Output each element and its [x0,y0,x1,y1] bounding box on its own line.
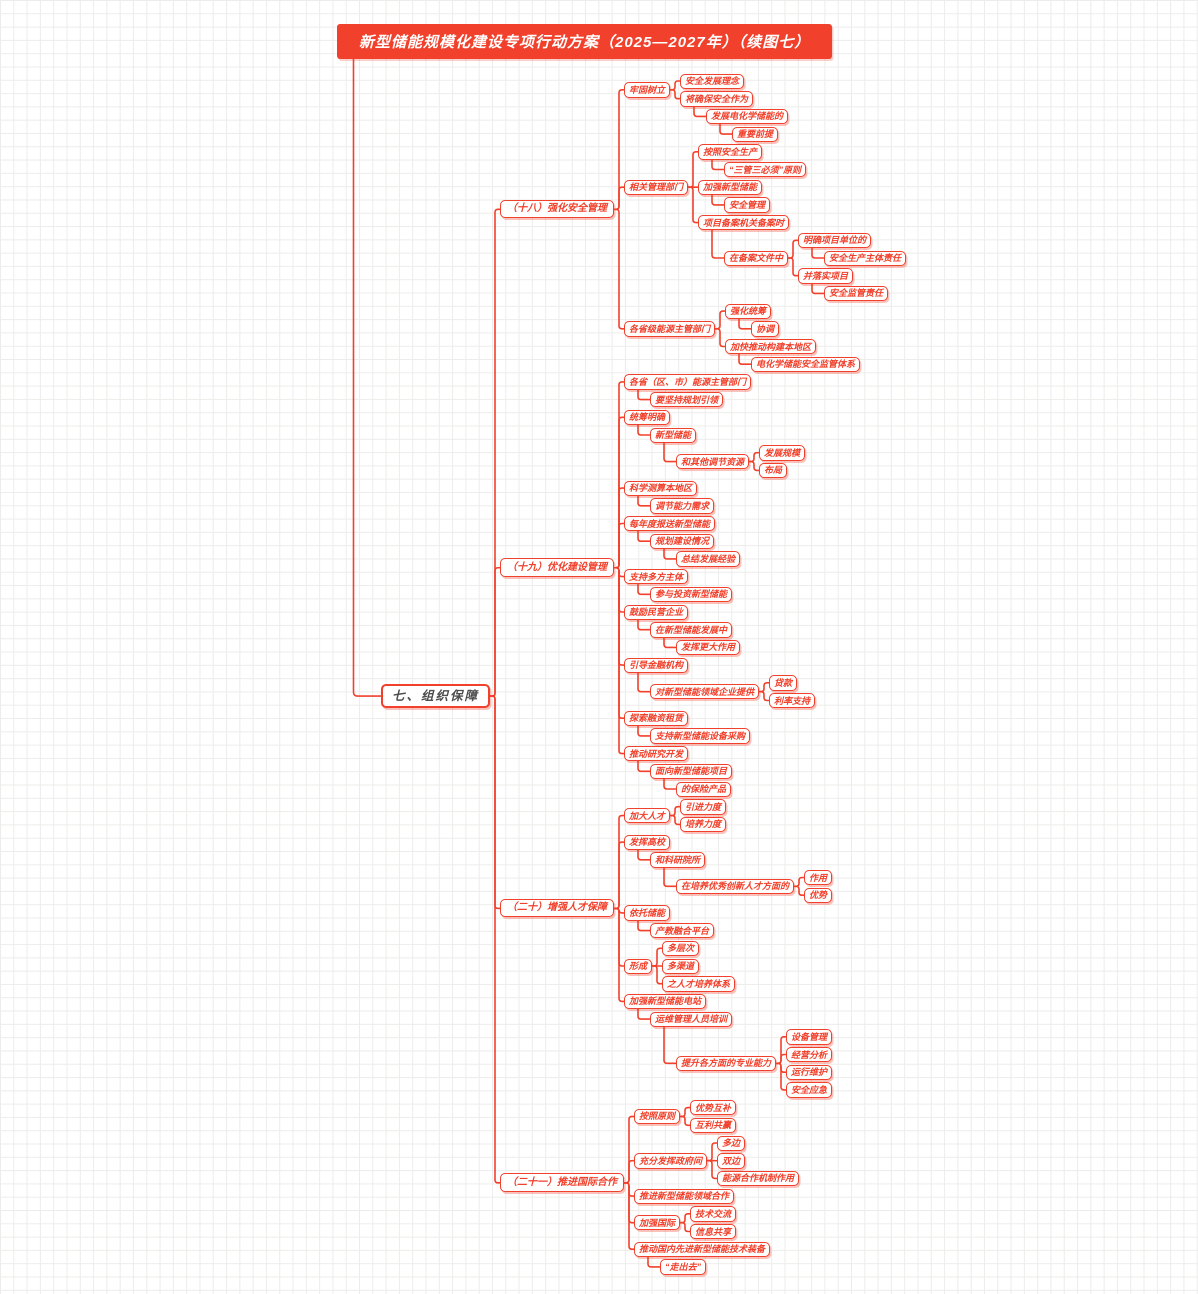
mindmap-branch-node[interactable]: （二十）增强人才保障 [500,898,614,918]
mindmap-node[interactable]: 支持新型储能设备采购 [650,728,751,744]
mindmap-node[interactable]: 经营分析 [786,1047,833,1063]
mindmap-node[interactable]: 发展电化学储能的 [706,108,789,125]
mindmap-node[interactable]: 安全应急 [786,1082,833,1098]
mindmap-node[interactable]: 作用 [804,870,833,886]
mindmap-node[interactable]: 形成 [624,958,653,974]
mindmap-node[interactable]: 依托储能 [624,905,671,921]
mindmap-node[interactable]: 产教融合平台 [650,923,715,939]
mindmap-node[interactable]: 推进新型储能领域合作 [634,1188,735,1204]
mindmap-branch-node[interactable]: （十八）强化安全管理 [500,199,614,219]
mindmap-node[interactable]: 引导金融机构 [624,657,689,673]
mindmap-node[interactable]: 多层次 [662,940,700,957]
mindmap-node[interactable]: 设备管理 [786,1029,833,1045]
mindmap-node[interactable]: 发展规模 [759,445,806,461]
mindmap-node[interactable]: 重要前提 [732,126,779,142]
mindmap-node[interactable]: 加强国际 [634,1215,681,1231]
mindmap-node[interactable]: 利率支持 [769,693,816,709]
mindmap-node[interactable]: 和科研院所 [650,852,706,868]
mindmap-node[interactable]: 相关管理部门 [624,179,689,196]
mindmap-node[interactable]: 引进力度 [680,799,727,815]
mindmap-node[interactable]: 调节能力需求 [650,498,715,514]
mindmap-node[interactable]: 新型储能 [650,427,697,443]
mindmap-node[interactable]: 运维管理人员培训 [650,1011,733,1027]
mindmap-node[interactable]: 探索融资租赁 [624,710,689,727]
mindmap-node[interactable]: 充分发挥政府间 [634,1153,708,1169]
mindmap-node[interactable]: 提升各方面的专业能力 [676,1055,777,1072]
mindmap-node[interactable]: 在新型储能发展中 [650,622,733,638]
mindmap-node[interactable]: 技术交流 [690,1206,737,1222]
mindmap-node[interactable]: 安全监管责任 [824,285,889,302]
mindmap-node[interactable]: 加强新型储能 [698,179,763,196]
mindmap-branch-node[interactable]: （十九）优化建设管理 [500,558,614,577]
mindmap-node[interactable]: 并落实项目 [798,268,854,284]
mindmap-node[interactable]: 互利共赢 [690,1117,737,1134]
mindmap-node[interactable]: 统筹明确 [624,409,671,426]
mindmap-node[interactable]: 和其他调节资源 [676,454,750,470]
mindmap-node[interactable]: 之人才培养体系 [662,976,736,992]
mindmap-node[interactable]: 电化学储能安全监管体系 [751,356,861,373]
mindmap-node[interactable]: 多边 [717,1135,746,1151]
mindmap-node[interactable]: 安全发展理念 [680,73,745,89]
mindmap-node[interactable]: 优势互补 [690,1100,737,1116]
mindmap-node[interactable]: 发挥更大作用 [676,639,741,656]
mindmap-node[interactable]: 安全管理 [724,197,771,213]
mindmap-node[interactable]: “走出去” [660,1259,707,1275]
mindmap-node[interactable]: 发挥高校 [624,834,671,850]
mindmap-node[interactable]: 能源合作机制作用 [717,1170,800,1187]
mindmap-node[interactable]: 优势 [804,887,833,904]
mindmap-node[interactable]: 运行维护 [786,1064,833,1081]
mindmap-node[interactable]: 项目备案机关备案时 [698,215,790,231]
mindmap-node[interactable]: 按照安全生产 [698,144,763,160]
mindmap-node[interactable]: 在备案文件中 [724,250,789,266]
mindmap-node[interactable]: 各省（区、市）能源主管部门 [624,374,752,390]
mindmap-node[interactable]: 各省级能源主管部门 [624,321,716,337]
mindmap-node[interactable]: 明确项目单位的 [798,232,872,249]
mindmap-node[interactable]: 布局 [759,462,788,479]
mindmap-node[interactable]: 多渠道 [662,958,700,974]
mindmap-node[interactable]: 信息共享 [690,1224,737,1240]
mindmap-node[interactable]: 面向新型储能项目 [650,763,733,780]
mindmap-node[interactable]: 对新型储能领域企业提供 [650,684,760,700]
diagram-title: 新型储能规模化建设专项行动方案（2025—2027年）（续图七） [337,24,833,59]
mindmap-node[interactable]: 协调 [751,321,780,337]
mindmap-node[interactable]: 培养力度 [680,816,727,833]
mindmap-node[interactable]: 加快推动构建本地区 [725,339,817,355]
mindmap-node[interactable]: 总结发展经验 [676,551,741,567]
mindmap-node[interactable]: 贷款 [769,675,798,691]
mindmap-node[interactable]: 支持多方主体 [624,569,689,585]
mindmap-node[interactable]: 推动国内先进新型储能技术装备 [634,1241,771,1258]
mindmap-node[interactable]: 加强新型储能电站 [624,993,707,1010]
mindmap-node[interactable]: 每年度报送新型储能 [624,516,716,532]
mindmap-node[interactable]: 将确保安全作为 [680,91,754,107]
mindmap-node[interactable]: 规划建设情况 [650,533,715,550]
mindmap-node[interactable]: 科学测算本地区 [624,480,698,496]
mindmap-node[interactable]: 参与投资新型储能 [650,586,733,603]
mindmap-root-node[interactable]: 七、组织保障 [381,684,491,709]
mindmap-branch-node[interactable]: （二十一）推进国际合作 [500,1173,624,1192]
mindmap-node[interactable]: 的保险产品 [676,781,732,797]
mindmap-node[interactable]: 在培养优秀创新人才方面的 [676,878,795,895]
mindmap-node[interactable]: 牢固树立 [624,82,671,98]
mindmap-node[interactable]: “三管三必须”原则 [724,162,807,178]
mindmap-node[interactable]: 双边 [717,1153,746,1169]
mindmap-node[interactable]: 加大人才 [624,808,671,824]
mindmap-node[interactable]: 鼓励民营企业 [624,604,689,620]
mindmap-node[interactable]: 推动研究开发 [624,746,689,762]
mindmap-node[interactable]: 安全生产主体责任 [824,250,907,266]
mindmap-node[interactable]: 按照原则 [634,1108,681,1125]
mindmap-node[interactable]: 强化统筹 [725,303,772,319]
mindmap-node[interactable]: 要坚持规划引领 [650,392,724,408]
